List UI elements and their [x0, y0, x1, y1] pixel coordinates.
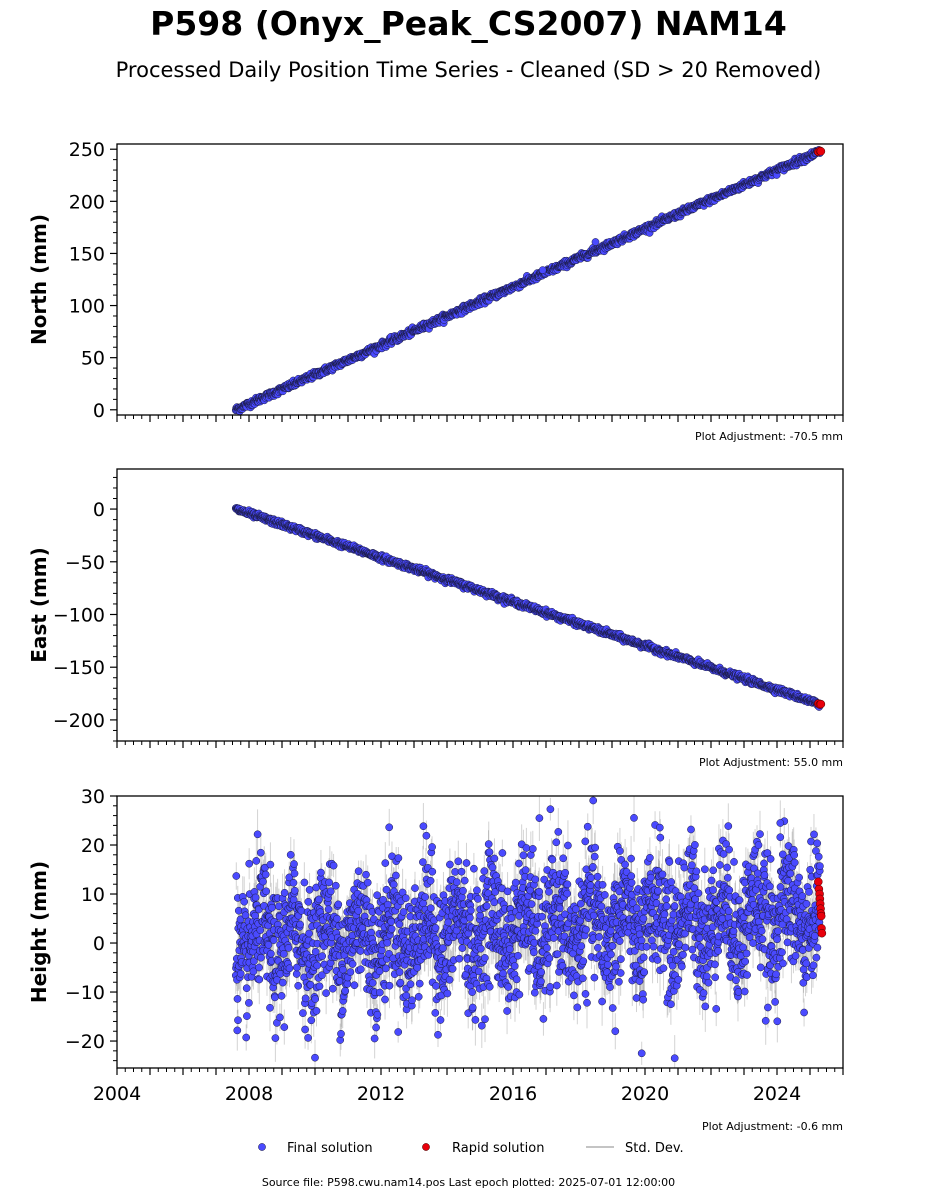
y-tick-label: −100: [53, 604, 105, 626]
page-title: P598 (Onyx_Peak_CS2007) NAM14: [150, 4, 787, 43]
rapid-point: [816, 147, 826, 156]
plot-adjustment-note: Plot Adjustment: -70.5 mm: [695, 430, 843, 443]
y-tick-label: −200: [53, 710, 105, 732]
x-axis: [116, 741, 844, 748]
rapid-solution-points: [814, 146, 826, 157]
y-tick-label: 200: [69, 191, 105, 213]
plot-area: [231, 146, 826, 415]
rapid-solution-points: [814, 699, 826, 709]
final-point: [538, 266, 547, 274]
y-tick-label: 250: [69, 139, 105, 161]
rapid-point: [816, 699, 826, 709]
y-axis: −200 −150 −100 −50 0: [53, 476, 117, 742]
plot-area: [231, 504, 826, 711]
plot-frame: [116, 468, 844, 742]
y-tick-label: −150: [53, 657, 105, 679]
plot-adjustment-note: Plot Adjustment: 55.0 mm: [699, 756, 843, 769]
y-tick-label: 100: [69, 296, 105, 318]
y-tick-label: 50: [81, 348, 105, 370]
y-tick-label: 0: [93, 499, 105, 521]
panel-2: −200 −150 −100 −50 0 East (mm) Plot Adjustment…: [27, 468, 844, 769]
panel-1: 0 50 100 150 200 250 North (mm) Plot Adjustment…: [27, 139, 844, 443]
y-axis-label: North (mm): [27, 214, 51, 345]
plot-area: [231, 796, 827, 1068]
y-tick-label: 150: [69, 243, 105, 265]
page-subtitle: Processed Daily Position Time Series - C…: [115, 58, 822, 82]
y-tick-label: −50: [65, 552, 105, 574]
x-axis: [116, 415, 844, 422]
y-axis: 0 50 100 150 200 250: [69, 139, 117, 422]
y-axis-label: East (mm): [27, 547, 51, 663]
final-point: [591, 238, 600, 246]
y-tick-label: 0: [93, 400, 105, 422]
final-solution-points: [231, 504, 824, 711]
final-solution-points: [231, 146, 824, 415]
